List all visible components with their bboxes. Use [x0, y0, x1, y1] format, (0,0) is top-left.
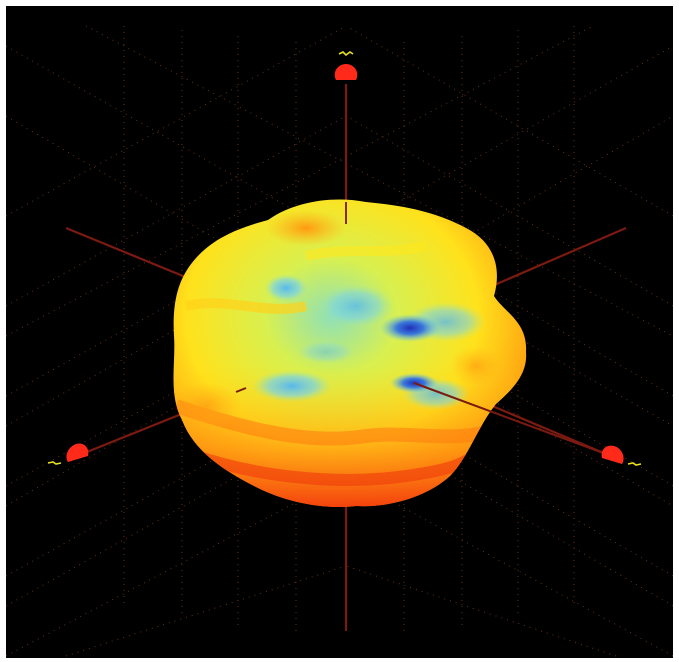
- cone-marker-icon: [334, 64, 358, 80]
- top-axis-marker: [334, 51, 358, 80]
- radiation-pattern-viewport: [6, 6, 673, 658]
- radiation-surface: [173, 199, 527, 508]
- left-axis-marker: [47, 443, 89, 465]
- cone-marker-icon: [66, 443, 89, 462]
- right-axis-marker: [601, 445, 642, 466]
- radiation-pattern-plot: [6, 25, 673, 657]
- cone-marker-icon: [601, 445, 624, 464]
- coordinate-axes-front: [235, 202, 607, 455]
